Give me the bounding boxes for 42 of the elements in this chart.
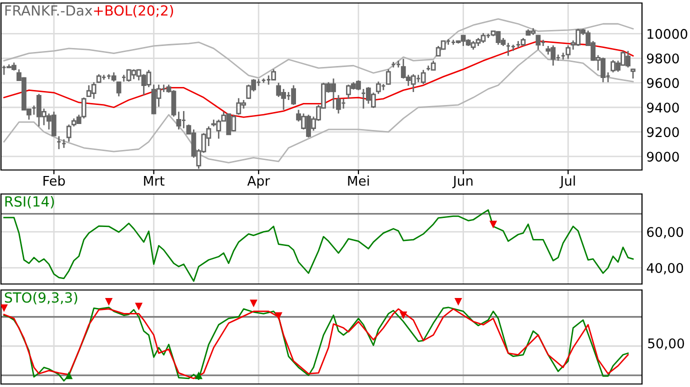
x-tick-label: Jul — [559, 176, 575, 188]
candlestick — [176, 110, 182, 130]
candlestick — [116, 80, 122, 98]
y-tick-label: 9200 — [646, 127, 679, 138]
point — [250, 300, 258, 308]
line-series — [3, 18, 634, 79]
y-tick-label: 10000 — [648, 28, 688, 39]
text: 50,00 — [648, 338, 684, 350]
candlestick — [420, 69, 426, 85]
point — [105, 298, 113, 306]
y-tick-label: 9000 — [646, 152, 679, 162]
point — [274, 312, 282, 320]
point — [65, 372, 73, 380]
x-tick-label: Feb — [44, 176, 65, 186]
point — [1, 304, 8, 312]
candlestick — [566, 44, 571, 60]
y-tick-label: 9800 — [646, 53, 679, 64]
y-tick-label: 40,00 — [646, 263, 684, 274]
candlestick — [386, 68, 391, 86]
text: +BOL(20;2) — [94, 5, 174, 18]
series-label: STO(9,3,3) — [4, 292, 78, 304]
candlestick — [630, 68, 636, 80]
x-tick-label: Mei — [348, 176, 369, 186]
y-tick-label: 60,00 — [647, 227, 684, 238]
y-tick-label: 9400 — [646, 102, 679, 113]
y-tick-label: 9600 — [646, 78, 679, 88]
x-tick-label: Mrt — [144, 176, 164, 186]
point — [454, 298, 462, 306]
line-series — [3, 209, 634, 282]
point — [194, 372, 202, 380]
candlestick — [536, 34, 541, 50]
series-label: RSI(14) — [5, 196, 54, 208]
candlestick — [111, 72, 116, 82]
candlestick — [376, 80, 381, 95]
candlestick — [271, 68, 276, 82]
point — [134, 302, 143, 310]
candlestick — [336, 94, 341, 114]
chart-title: FRANKF.-Dax — [5, 5, 92, 16]
candlestick — [291, 84, 296, 106]
x-tick-label: Apr — [247, 176, 270, 188]
point — [400, 311, 408, 320]
x-tick-label: Jun — [452, 176, 472, 188]
